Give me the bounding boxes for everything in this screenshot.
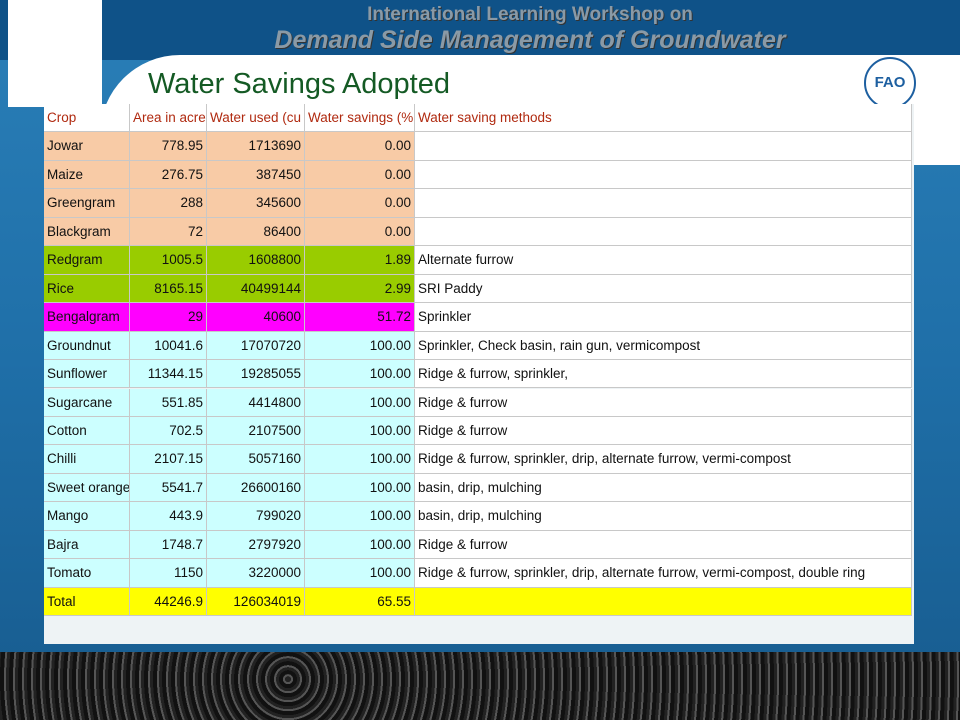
table-cell: 29	[130, 303, 207, 332]
table-cell: 0.00	[305, 132, 415, 161]
table-cell: Ridge & furrow, sprinkler,	[415, 360, 912, 389]
table-cell: Groundnut	[44, 331, 130, 361]
table-cell: 126034019	[207, 587, 305, 617]
table-cell: 0.00	[305, 160, 415, 190]
table-cell: 2.99	[305, 274, 415, 304]
table-cell: 65.55	[305, 587, 415, 617]
table: Crop Area in acre Water used (cu Water savi…	[44, 104, 914, 644]
header-line: Demand Side Management of Groundwater	[274, 26, 786, 54]
footer-pattern	[0, 652, 960, 720]
table-cell: basin, drip, mulching	[415, 473, 912, 503]
table-cell: 8165.15	[130, 274, 207, 304]
table-cell: Water saving methods	[415, 104, 912, 133]
table-cell: 0.00	[305, 189, 415, 218]
table-cell: 443.9	[130, 502, 207, 531]
table-cell: 1005.5	[130, 246, 207, 275]
table-cell: Sweet orange	[44, 473, 130, 503]
table-cell: 40600	[207, 303, 305, 332]
table-cell: 40499144	[207, 274, 305, 304]
table-cell	[415, 132, 912, 161]
table-cell: Alternate furrow	[415, 246, 912, 275]
table-cell: 72	[130, 217, 207, 247]
banner	[0, 0, 960, 60]
table-cell: 5057160	[207, 445, 305, 474]
table-cell: 1713690	[207, 132, 305, 161]
table-cell: Sprinkler, Check basin, rain gun, vermic…	[415, 331, 912, 361]
table-cell: 100.00	[305, 473, 415, 503]
table-cell: Cotton	[44, 416, 130, 446]
table-cell: Redgram	[44, 246, 130, 275]
table-cell: 2797920	[207, 530, 305, 560]
table-cell: 2107.15	[130, 445, 207, 474]
table-cell: 1608800	[207, 246, 305, 275]
table-cell: 19285055	[207, 360, 305, 389]
table-cell: 2107500	[207, 416, 305, 446]
logo: FAO	[864, 57, 916, 109]
table-cell: 0.00	[305, 217, 415, 247]
table-cell: Jowar	[44, 132, 130, 161]
table-cell: 3220000	[207, 559, 305, 588]
table-cell: basin, drip, mulching	[415, 502, 912, 531]
table-cell: Bajra	[44, 530, 130, 560]
table-cell: 1748.7	[130, 530, 207, 560]
table-cell: 551.85	[130, 388, 207, 417]
table-cell: 345600	[207, 189, 305, 218]
table-cell: 100.00	[305, 331, 415, 361]
table-cell: 51.72	[305, 303, 415, 332]
logo-box	[8, 0, 102, 107]
table-cell: Chilli	[44, 445, 130, 474]
table-cell: 5541.7	[130, 473, 207, 503]
table-cell: 100.00	[305, 530, 415, 560]
table-cell	[415, 217, 912, 247]
table-cell: 799020	[207, 502, 305, 531]
table-cell: Area in acre	[130, 104, 207, 133]
table-cell: 288	[130, 189, 207, 218]
table-cell: 100.00	[305, 360, 415, 389]
header-line: International Learning Workshop on	[367, 4, 693, 25]
table-cell: 10041.6	[130, 331, 207, 361]
table-cell: 86400	[207, 217, 305, 247]
table-cell: Ridge & furrow	[415, 416, 912, 446]
table-cell: 44246.9	[130, 587, 207, 617]
slide-title: Water Savings Adopted	[148, 68, 450, 100]
table-cell: 11344.15	[130, 360, 207, 389]
table-cell: Sunflower	[44, 360, 130, 389]
table-cell: 778.95	[130, 132, 207, 161]
table-cell: Maize	[44, 160, 130, 190]
table-cell: Ridge & furrow	[415, 530, 912, 560]
table-cell: Crop	[44, 104, 130, 133]
table-cell: Sugarcane	[44, 388, 130, 417]
table-cell: 26600160	[207, 473, 305, 503]
table-cell: Blackgram	[44, 217, 130, 247]
table-cell: 4414800	[207, 388, 305, 417]
table-cell: Tomato	[44, 559, 130, 588]
table-cell: 17070720	[207, 331, 305, 361]
table-cell: Ridge & furrow, sprinkler, drip, alterna…	[415, 445, 912, 474]
table-cell: Water savings (%	[305, 104, 415, 133]
table-cell	[415, 587, 912, 617]
table-cell: 1150	[130, 559, 207, 588]
table-cell: 100.00	[305, 445, 415, 474]
table-cell: 100.00	[305, 388, 415, 417]
table-cell: 702.5	[130, 416, 207, 446]
table-cell: Greengram	[44, 189, 130, 218]
table-cell: SRI Paddy	[415, 274, 912, 304]
table-cell: Water used (cu	[207, 104, 305, 133]
table-cell: Bengalgram	[44, 303, 130, 332]
table-cell: 276.75	[130, 160, 207, 190]
table-cell	[415, 189, 912, 218]
table-cell: Rice	[44, 274, 130, 304]
table-cell: Ridge & furrow	[415, 388, 912, 417]
table-cell: 387450	[207, 160, 305, 190]
table-cell: Ridge & furrow, sprinkler, drip, alterna…	[415, 559, 912, 588]
table-cell: 1.89	[305, 246, 415, 275]
table-cell: 100.00	[305, 559, 415, 588]
table-cell	[415, 160, 912, 190]
table-cell: 100.00	[305, 416, 415, 446]
table-cell: Mango	[44, 502, 130, 531]
table-cell: 100.00	[305, 502, 415, 531]
table-cell: Total	[44, 587, 130, 617]
table-cell: Sprinkler	[415, 303, 912, 332]
